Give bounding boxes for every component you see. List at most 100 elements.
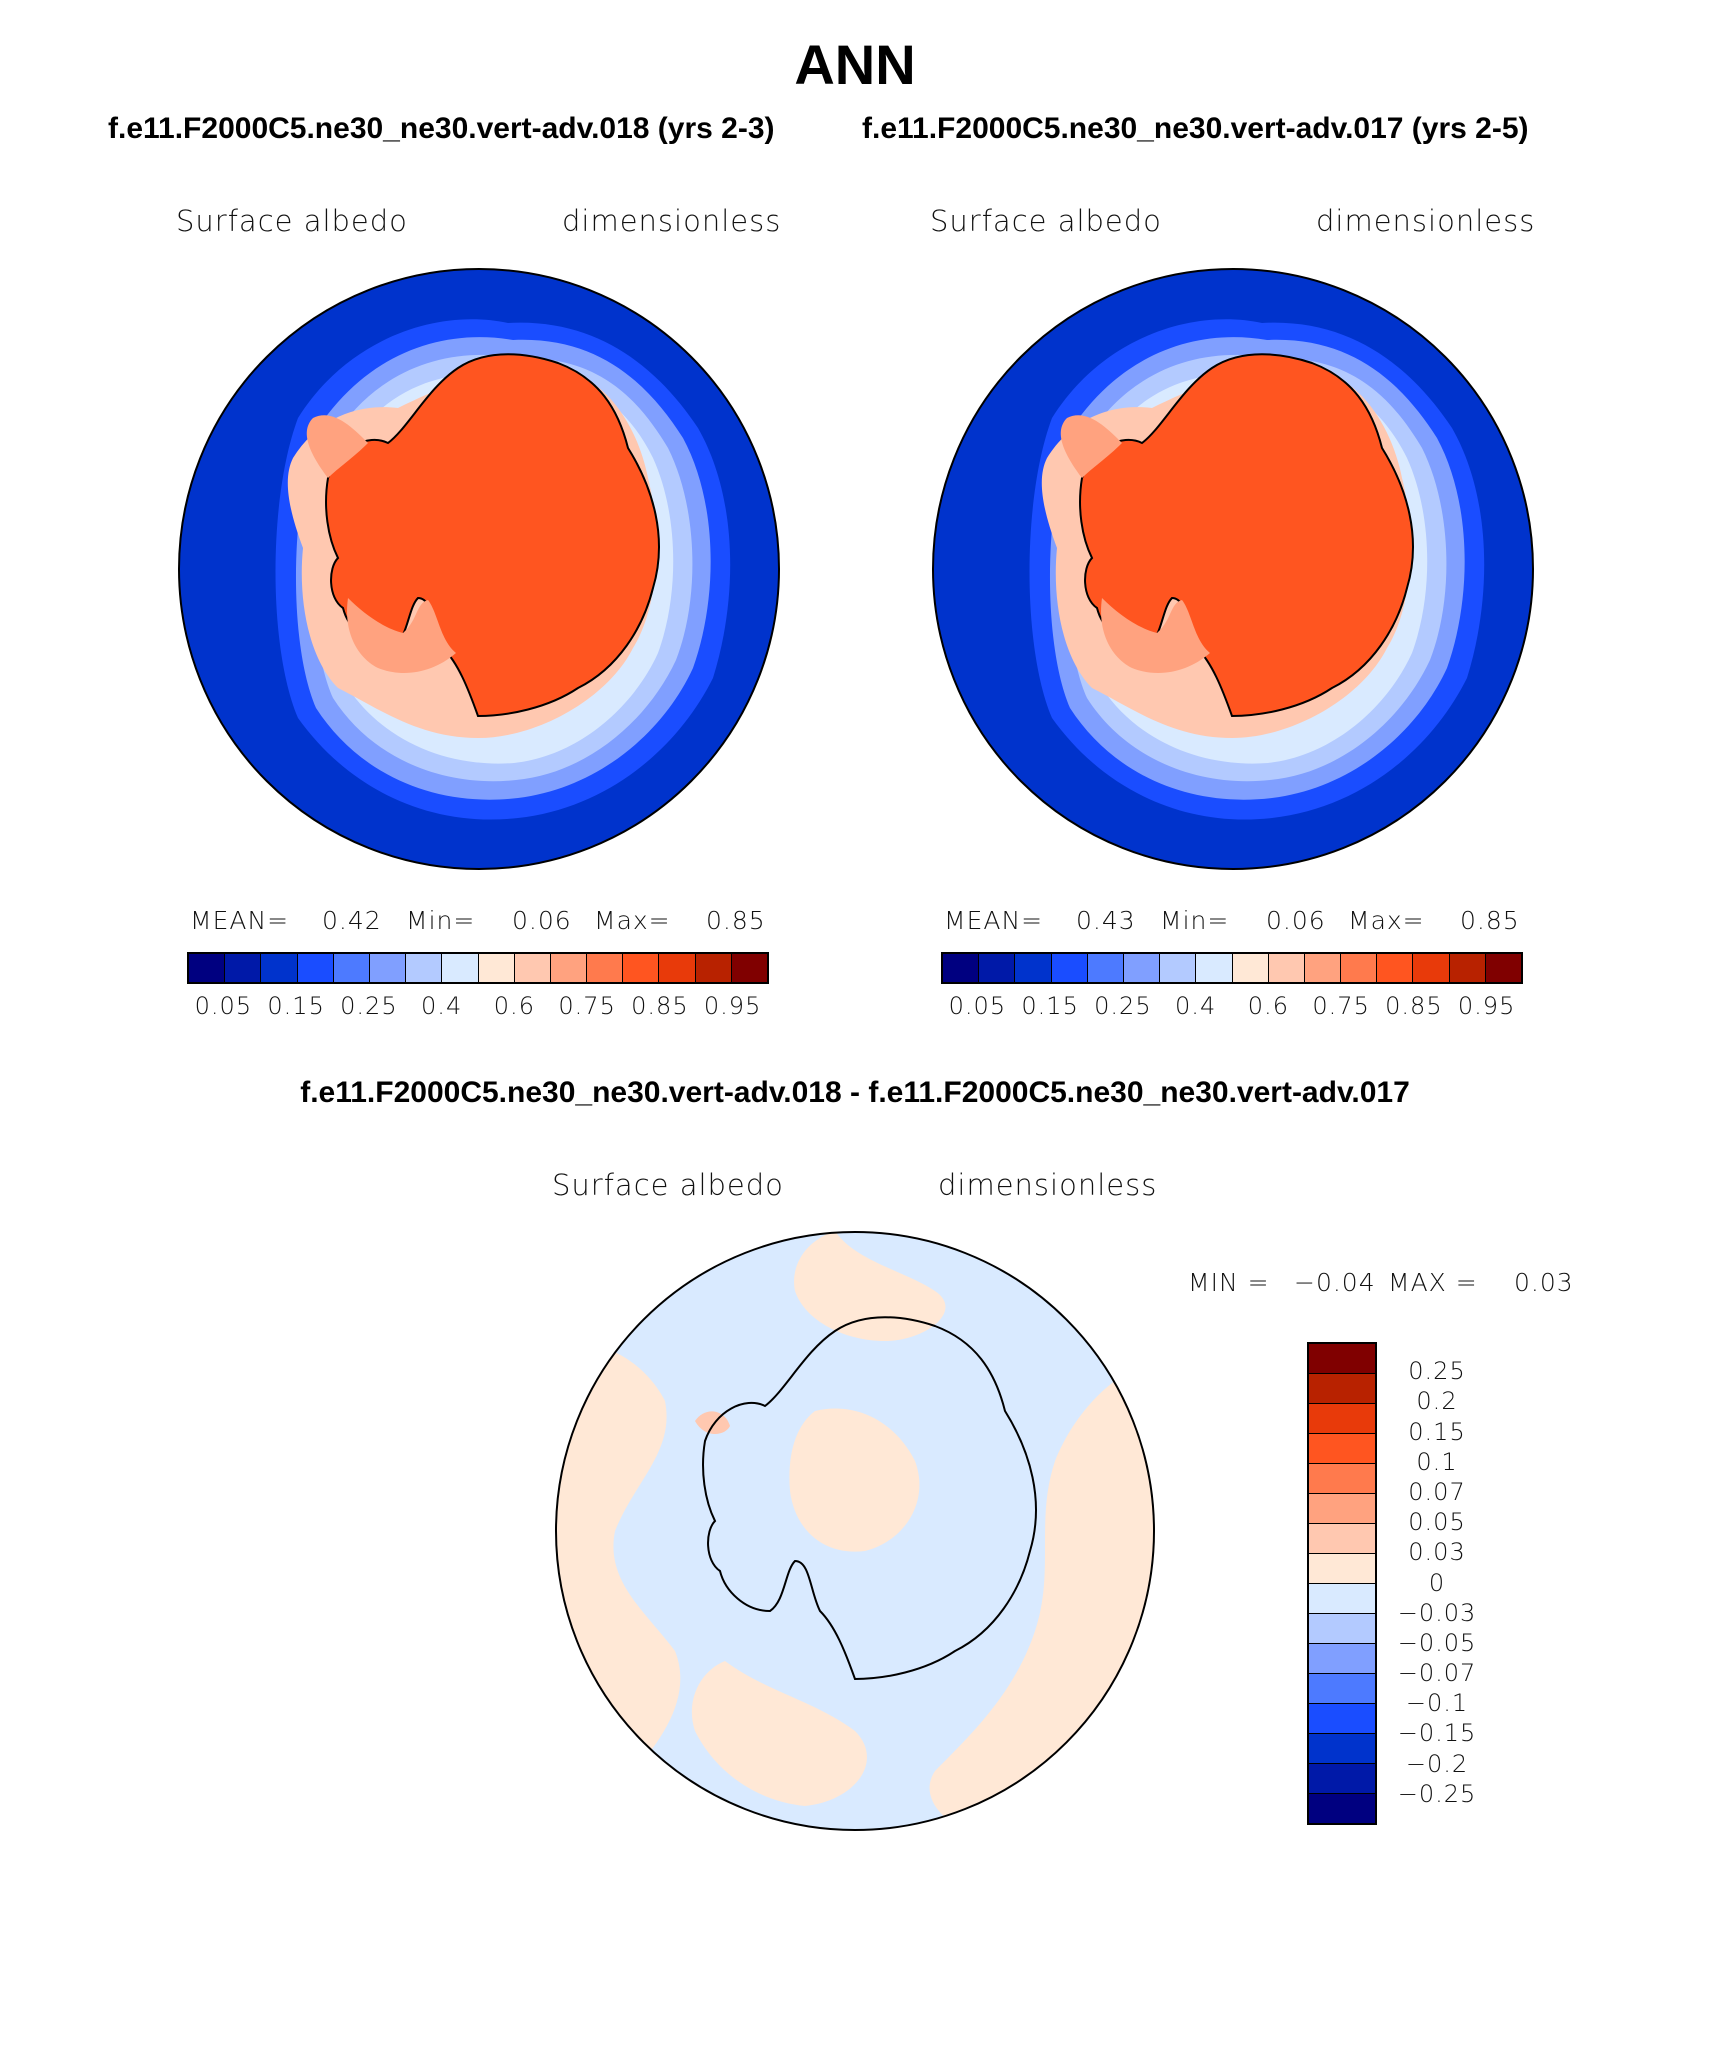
colorbar-tick-label: 0.1 (1416, 1447, 1458, 1476)
right-mean-value: 0.43 (1076, 906, 1136, 935)
weddell-ice-shelf (1060, 415, 1122, 478)
right-max-value: 0.85 (1460, 906, 1520, 935)
colorbar-tick-label: 0.05 (1408, 1508, 1466, 1537)
diff-panel-variable: Surface albedo (552, 1168, 784, 1202)
left-polar-map (178, 268, 780, 870)
colorbar-tick-label: 0.95 (703, 992, 762, 1020)
right-panel-units: dimensionless (1316, 204, 1536, 238)
colorbar-swatch (695, 954, 732, 982)
left-min-value: 0.06 (512, 906, 572, 935)
colorbar-swatch (1309, 1674, 1375, 1704)
colorbar-swatch (1160, 954, 1197, 982)
colorbar-tick-label: 0.07 (1408, 1477, 1466, 1506)
colorbar-swatch (333, 954, 370, 982)
left-min-label: Min= (406, 906, 476, 935)
left-colorbar-ticks: 0.05 0.15 0.25 0.4 0.6 0.75 0.85 0.95 (187, 992, 769, 1022)
colorbar-swatch (1015, 954, 1052, 982)
colorbar-swatch (587, 954, 624, 982)
colorbar-tick-label: 0.6 (493, 992, 535, 1020)
colorbar-swatch (189, 954, 226, 982)
left-colorbar (187, 952, 769, 984)
diff-max-label: MAX = (1388, 1268, 1478, 1297)
positive-diff-patch-south (691, 1661, 867, 1806)
colorbar-swatch (731, 954, 767, 982)
colorbar-tick-label: 0.03 (1408, 1538, 1466, 1567)
colorbar-tick-label: −0.15 (1397, 1719, 1477, 1748)
colorbar-swatch (1341, 954, 1378, 982)
colorbar-swatch (297, 954, 334, 982)
subtitle-case-018: f.e11.F2000C5.ne30_ne30.vert-adv.018 (yr… (108, 112, 775, 145)
colorbar-swatch (1309, 1464, 1375, 1494)
colorbar-swatch (1377, 954, 1414, 982)
colorbar-tick-label: 0.85 (631, 992, 689, 1020)
difference-polar-map (555, 1231, 1155, 1831)
colorbar-tick-label: −0.25 (1397, 1779, 1477, 1808)
left-max-value: 0.85 (706, 906, 766, 935)
colorbar-swatch (442, 954, 479, 982)
left-mean-value: 0.42 (322, 906, 382, 935)
left-mean-label: MEAN= (190, 906, 290, 935)
positive-diff-patch-interior (789, 1408, 920, 1552)
right-min-label: Min= (1160, 906, 1230, 935)
colorbar-tick-label: 0.05 (948, 992, 1007, 1020)
colorbar-swatch (1309, 1374, 1375, 1404)
colorbar-tick-label: 0.25 (1094, 992, 1152, 1020)
map-boundary (178, 268, 780, 870)
colorbar-tick-label: 0.75 (558, 992, 616, 1020)
colorbar-swatch (1309, 1704, 1375, 1734)
colorbar-swatch (261, 954, 298, 982)
colorbar-tick-label: 0.2 (1416, 1387, 1458, 1416)
colorbar-swatch (1309, 1404, 1375, 1434)
main-title: ANN (794, 33, 916, 96)
subtitle-case-017: f.e11.F2000C5.ne30_ne30.vert-adv.017 (yr… (862, 112, 1529, 145)
colorbar-swatch (1309, 1734, 1375, 1764)
colorbar-swatch (225, 954, 262, 982)
colorbar-tick-label: −0.07 (1397, 1659, 1477, 1688)
colorbar-tick-label: 0.25 (340, 992, 398, 1020)
colorbar-swatch (1309, 1794, 1375, 1823)
colorbar-swatch (1485, 954, 1521, 982)
map-boundary (932, 268, 1534, 870)
right-mean-label: MEAN= (944, 906, 1044, 935)
right-panel-variable: Surface albedo (930, 204, 1162, 238)
diff-panel-units: dimensionless (938, 1168, 1158, 1202)
right-panel-stats: MEAN= 0.43 Min= 0.06 Max= 0.85 (944, 906, 1524, 936)
colorbar-tick-label: 0.95 (1457, 992, 1516, 1020)
antarctica-coastline (702, 1316, 1037, 1681)
diff-panel-stats: MIN = −0.04 MAX = 0.03 (1188, 1268, 1573, 1298)
colorbar-swatch (1309, 1494, 1375, 1524)
colorbar-swatch (979, 954, 1016, 982)
right-min-value: 0.06 (1266, 906, 1326, 935)
weddell-ice-shelf (306, 415, 368, 478)
colorbar-swatch (623, 954, 660, 982)
colorbar-tick-label: 0.15 (1408, 1417, 1466, 1446)
left-panel-units: dimensionless (562, 204, 782, 238)
colorbar-tick-label: 0.6 (1247, 992, 1289, 1020)
colorbar-tick-label: 0.4 (421, 992, 463, 1020)
diff-min-value: −0.04 (1294, 1268, 1376, 1297)
right-max-label: Max= (1348, 906, 1425, 935)
colorbar-tick-label: 0.15 (1021, 992, 1079, 1020)
colorbar-swatch (406, 954, 443, 982)
colorbar-swatch (1449, 954, 1486, 982)
colorbar-tick-label: 0.75 (1312, 992, 1370, 1020)
ross-ice-shelf (1101, 598, 1210, 673)
positive-diff-patch-weddell (695, 1411, 730, 1435)
colorbar-swatch (1413, 954, 1450, 982)
colorbar-swatch (1232, 954, 1269, 982)
map-boundary (555, 1231, 1155, 1831)
diff-max-value: 0.03 (1514, 1268, 1574, 1297)
colorbar-swatch (1309, 1434, 1375, 1464)
left-panel-stats: MEAN= 0.42 Min= 0.06 Max= 0.85 (190, 906, 770, 936)
difference-colorbar (1307, 1342, 1377, 1825)
colorbar-tick-label: −0.1 (1405, 1689, 1469, 1718)
colorbar-swatch (550, 954, 588, 982)
colorbar-swatch (514, 954, 551, 982)
colorbar-tick-label: 0.15 (267, 992, 325, 1020)
positive-diff-patch-north (794, 1232, 946, 1341)
colorbar-swatch (1268, 954, 1305, 982)
colorbar-tick-label: 0.4 (1175, 992, 1217, 1020)
right-polar-map (932, 268, 1534, 870)
left-panel-variable: Surface albedo (176, 204, 408, 238)
colorbar-swatch (943, 954, 980, 982)
